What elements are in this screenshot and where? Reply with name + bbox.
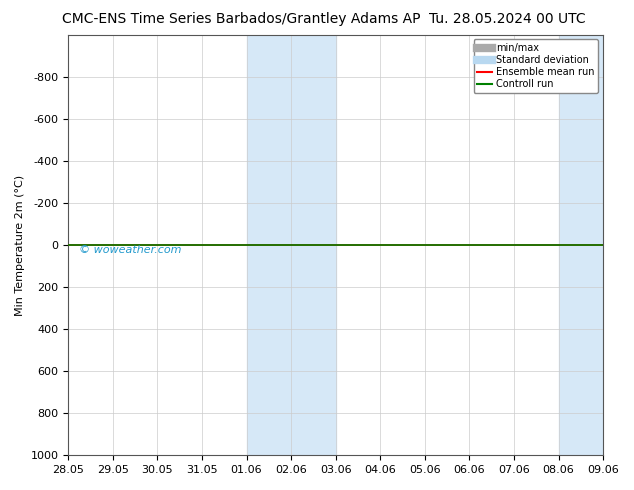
Text: CMC-ENS Time Series Barbados/Grantley Adams AP: CMC-ENS Time Series Barbados/Grantley Ad…: [61, 12, 420, 26]
Bar: [559, 35, 603, 455]
Y-axis label: Min Temperature 2m (°C): Min Temperature 2m (°C): [15, 174, 25, 316]
Text: Tu. 28.05.2024 00 UTC: Tu. 28.05.2024 00 UTC: [429, 12, 586, 26]
Bar: [247, 35, 291, 455]
Legend: min/max, Standard deviation, Ensemble mean run, Controll run: min/max, Standard deviation, Ensemble me…: [474, 40, 598, 93]
Bar: [291, 35, 335, 455]
Text: © woweather.com: © woweather.com: [79, 245, 181, 255]
